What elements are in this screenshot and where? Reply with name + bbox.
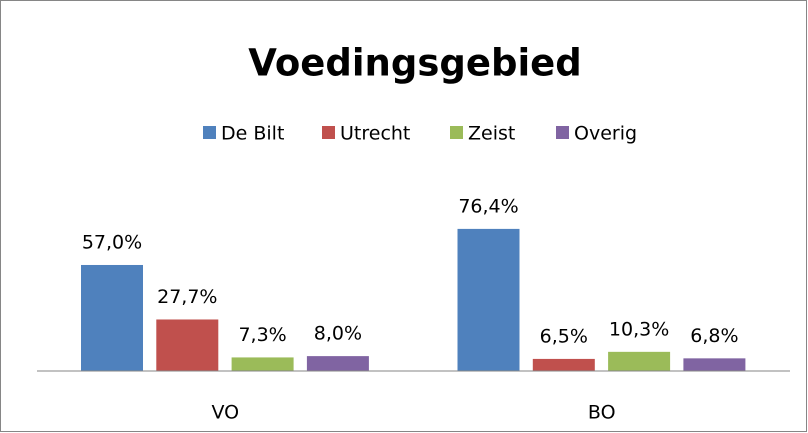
data-label: 8,0% (314, 323, 362, 345)
legend-swatch (450, 126, 463, 139)
chart-title: Voedingsgebied (248, 42, 581, 85)
x-tick-label: VO (211, 402, 239, 424)
legend-label: Utrecht (340, 123, 410, 145)
data-label: 10,3% (609, 318, 669, 340)
bar (156, 319, 219, 371)
legend-swatch (203, 126, 216, 139)
x-tick-label: BO (588, 402, 616, 424)
legend-swatch (556, 126, 569, 139)
legend-label: De Bilt (221, 123, 284, 145)
data-label: 6,5% (540, 325, 588, 347)
legend-label: Zeist (468, 123, 515, 145)
data-label: 76,4% (458, 195, 518, 217)
bar (81, 264, 143, 371)
bar (231, 357, 294, 371)
bar (306, 356, 369, 371)
bar (457, 228, 520, 371)
data-label: 27,7% (157, 286, 217, 308)
bar (608, 351, 671, 371)
bar (532, 358, 595, 371)
data-label: 6,8% (690, 325, 738, 347)
legend-label: Overig (574, 123, 637, 145)
legend-swatch (322, 126, 335, 139)
data-label: 57,0% (82, 231, 142, 253)
data-label: 7,3% (238, 324, 286, 346)
bar (683, 358, 746, 371)
